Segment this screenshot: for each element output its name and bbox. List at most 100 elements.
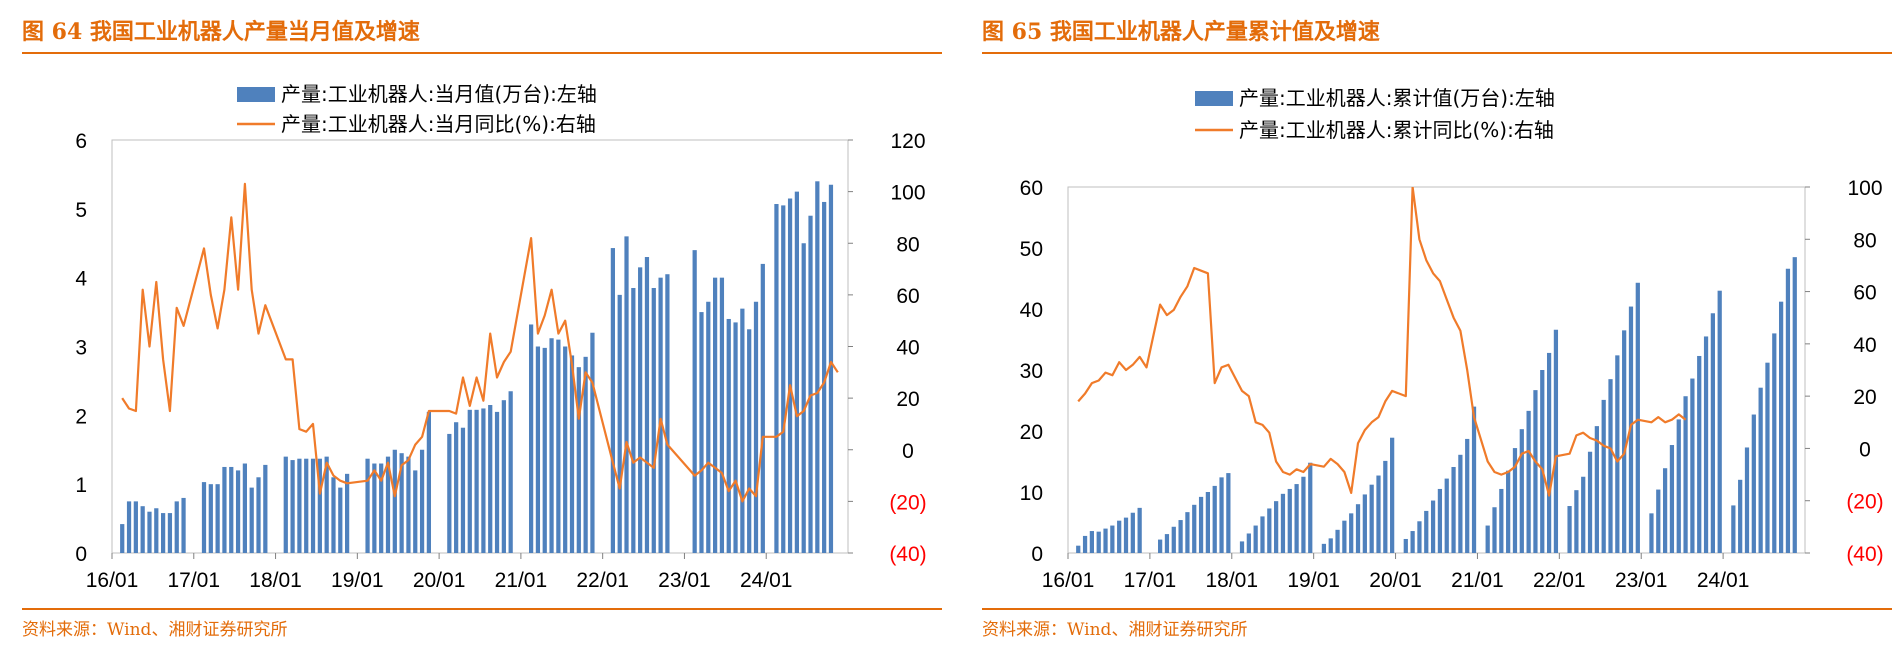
x-tick-label: 23/01	[658, 569, 711, 592]
title-rule	[982, 52, 1892, 54]
bar	[1137, 507, 1142, 553]
y-right-tick-label: 0	[1859, 438, 1871, 461]
bar	[1089, 531, 1094, 553]
bar	[1656, 489, 1661, 553]
bar	[1239, 541, 1245, 553]
bar	[610, 248, 616, 553]
bar	[494, 411, 500, 553]
x-tick-label: 24/01	[1697, 569, 1750, 592]
bar	[1512, 448, 1518, 553]
y-right-tick-label: 60	[896, 285, 919, 308]
bar	[1198, 496, 1204, 553]
bar	[140, 506, 145, 553]
bar	[1581, 476, 1586, 553]
source-rule	[982, 608, 1892, 610]
y-right-tick-label: (20)	[1846, 491, 1883, 514]
bar	[1533, 390, 1538, 553]
bar	[624, 236, 629, 553]
bar	[576, 367, 581, 553]
y-left-tick-label: 5	[75, 199, 87, 222]
bar	[658, 277, 663, 553]
bar	[454, 422, 459, 553]
bar	[1130, 512, 1135, 553]
legend-bar-swatch	[237, 87, 275, 102]
bar	[1451, 466, 1456, 553]
bar	[549, 338, 554, 553]
bar	[1403, 538, 1408, 553]
bar	[1738, 479, 1743, 553]
bar	[1697, 355, 1702, 553]
bar	[249, 487, 254, 553]
bar	[1178, 520, 1183, 553]
bar	[229, 466, 234, 553]
bar	[651, 287, 656, 553]
bar	[474, 409, 479, 553]
bar	[147, 511, 152, 553]
bar	[1376, 475, 1381, 553]
x-tick-label: 22/01	[1533, 569, 1586, 592]
bar	[760, 263, 765, 553]
bar	[174, 501, 179, 553]
bar	[1294, 484, 1299, 553]
bar	[1492, 507, 1497, 553]
bar	[181, 497, 186, 553]
bar	[1683, 396, 1688, 553]
y-right-tick-label: 40	[1853, 334, 1876, 357]
bar	[774, 204, 779, 553]
bar	[1192, 504, 1197, 553]
bar	[706, 301, 711, 553]
bar	[1424, 510, 1429, 553]
bar	[1669, 445, 1675, 553]
bar	[1465, 438, 1470, 553]
bar	[447, 433, 452, 553]
bar	[1553, 329, 1559, 553]
x-tick-label: 21/01	[1451, 569, 1504, 592]
bar	[740, 308, 745, 553]
bar	[317, 458, 322, 553]
bar	[1519, 429, 1524, 553]
bar	[331, 477, 336, 553]
bar	[1383, 460, 1388, 553]
bar	[747, 329, 752, 553]
bar	[222, 466, 227, 553]
bar	[297, 458, 302, 553]
bar	[1628, 306, 1634, 553]
bar	[1526, 410, 1531, 553]
bar	[542, 347, 547, 553]
bar	[1308, 462, 1313, 553]
bar	[719, 277, 725, 553]
bar	[488, 405, 493, 553]
bar	[1274, 501, 1279, 553]
bar	[1253, 525, 1258, 553]
bar	[1758, 387, 1763, 553]
bar	[1164, 534, 1170, 553]
bar	[392, 449, 397, 553]
bar	[1792, 257, 1797, 553]
bar	[467, 409, 472, 553]
y-right-tick-label: (20)	[889, 491, 926, 514]
bar	[235, 470, 241, 553]
bar	[1171, 526, 1176, 553]
bar	[201, 482, 207, 553]
y-left-tick-label: 40	[1020, 299, 1043, 322]
series-line	[1077, 187, 1687, 497]
x-tick-label: 18/01	[1205, 569, 1258, 592]
y-left-tick-label: 2	[75, 405, 87, 428]
bar	[1328, 538, 1333, 553]
bar	[1594, 426, 1599, 553]
bar	[828, 184, 834, 553]
bar	[631, 287, 636, 553]
bar	[1546, 352, 1552, 553]
bar	[508, 391, 513, 553]
bar	[1662, 468, 1668, 553]
y-left-tick-label: 10	[1020, 482, 1043, 505]
bar	[1096, 531, 1101, 553]
x-tick-label: 17/01	[1124, 569, 1177, 592]
bar	[160, 513, 166, 553]
bar	[242, 463, 248, 553]
bar	[1110, 525, 1115, 553]
bar	[801, 243, 806, 553]
bar	[1690, 378, 1695, 553]
bar	[399, 453, 404, 553]
